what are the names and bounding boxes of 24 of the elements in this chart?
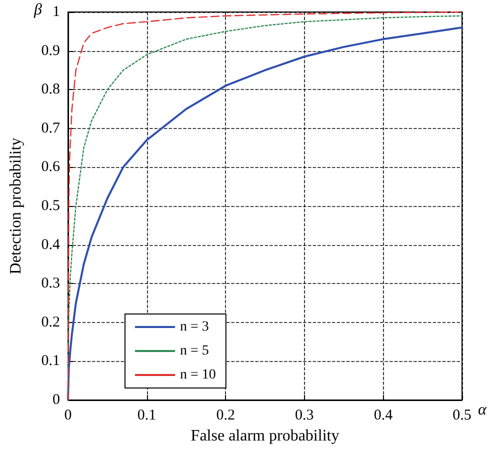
y-tick-label: 0.1 (41, 353, 60, 370)
x-tick-label: 0.3 (295, 408, 314, 424)
text: β (33, 2, 42, 18)
y-tick-label: 0.8 (41, 82, 60, 98)
y-tick-label: 0.4 (41, 236, 60, 253)
x-axis-title: False alarm probability (190, 428, 340, 444)
x-tick-label: 0.4 (374, 408, 394, 424)
y-tick-label: 0.6 (41, 159, 60, 176)
y-tick-label: 0.3 (41, 276, 60, 292)
y-axis-title: Detection probability (8, 138, 24, 274)
legend-label: n = 3 (180, 320, 209, 334)
legend-label: n = 10 (180, 368, 216, 382)
y-tick-label: 0 (52, 392, 60, 408)
x-tick-label: 0.1 (137, 408, 156, 424)
x-tick-label: 0.5 (452, 408, 472, 424)
text: α (478, 402, 487, 418)
y-tick-label: 0.2 (41, 314, 60, 330)
legend-label: n = 5 (180, 344, 209, 358)
y-tick-label: 0.7 (41, 120, 60, 136)
y-tick-label: 0.5 (41, 198, 60, 214)
y-tick-label: 1 (52, 4, 60, 20)
y-tick-label: 0.9 (41, 42, 60, 59)
x-tick-label: 0 (64, 408, 72, 424)
x-tick-label: 0.2 (216, 408, 235, 424)
